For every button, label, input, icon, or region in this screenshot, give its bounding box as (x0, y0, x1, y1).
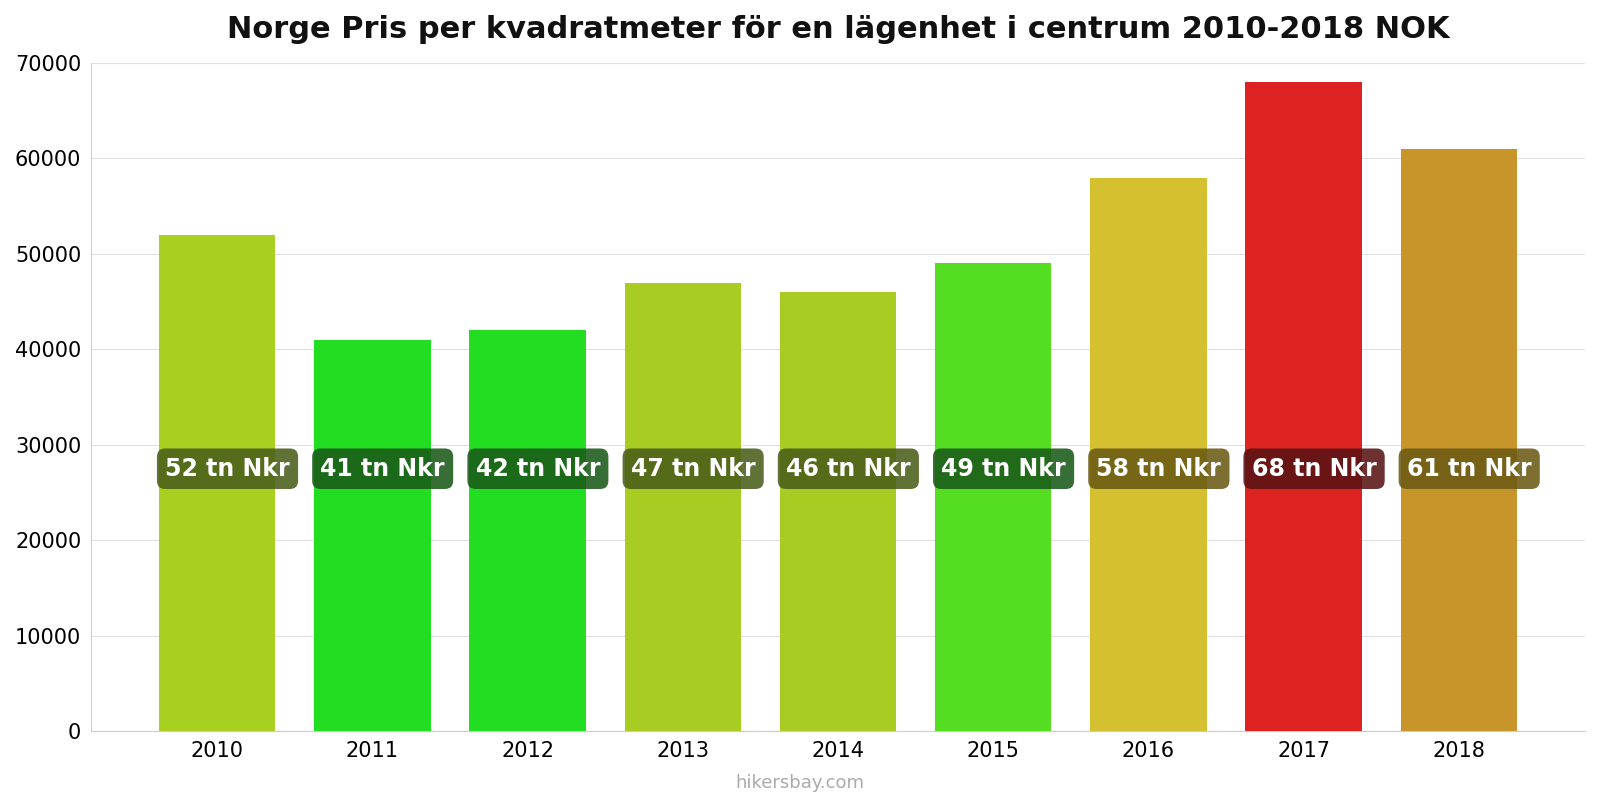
Text: 52 tn Nkr: 52 tn Nkr (165, 457, 290, 481)
Text: 42 tn Nkr: 42 tn Nkr (475, 457, 600, 481)
Text: 49 tn Nkr: 49 tn Nkr (941, 457, 1066, 481)
Bar (1400, 149, 1517, 731)
Text: 68 tn Nkr: 68 tn Nkr (1251, 457, 1376, 481)
Bar (624, 282, 741, 731)
Text: 41 tn Nkr: 41 tn Nkr (320, 457, 445, 481)
Text: 58 tn Nkr: 58 tn Nkr (1096, 457, 1221, 481)
Bar (934, 263, 1051, 731)
Text: hikersbay.com: hikersbay.com (736, 774, 864, 792)
Text: 47 tn Nkr: 47 tn Nkr (630, 457, 755, 481)
Bar (1090, 178, 1206, 731)
Bar (469, 330, 586, 731)
Bar (1245, 82, 1362, 731)
Bar (779, 292, 896, 731)
Bar (158, 235, 275, 731)
Text: 46 tn Nkr: 46 tn Nkr (786, 457, 910, 481)
Title: Norge Pris per kvadratmeter för en lägenhet i centrum 2010-2018 NOK: Norge Pris per kvadratmeter för en lägen… (227, 15, 1450, 44)
Text: 61 tn Nkr: 61 tn Nkr (1406, 457, 1531, 481)
Bar (314, 340, 430, 731)
